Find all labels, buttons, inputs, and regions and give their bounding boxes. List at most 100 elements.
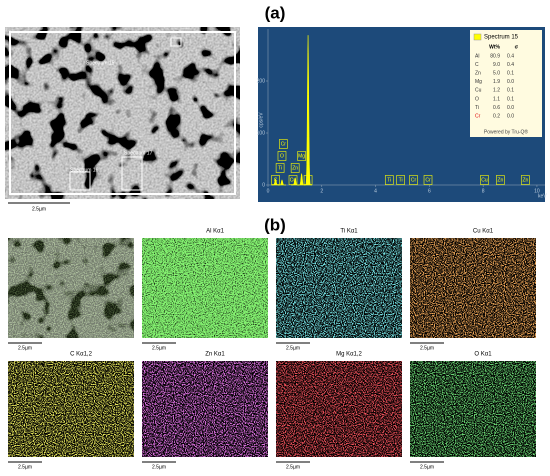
- spectrum-peak: [304, 35, 313, 186]
- element-box: [297, 151, 306, 161]
- sem-box: [69, 171, 91, 191]
- element-box: [409, 175, 418, 185]
- table-cell: 0.1: [507, 88, 514, 94]
- table-cell: 0.0: [507, 79, 514, 85]
- table-header: Wt%: [489, 44, 500, 50]
- map-label: Al Kα1: [206, 229, 224, 235]
- map-label: Mg Kα1,2: [336, 352, 362, 358]
- scale-label: 2.5µm: [286, 345, 300, 351]
- element-label: O: [280, 153, 284, 159]
- element-label: Ti: [387, 177, 391, 183]
- table-cell: 0.1: [507, 96, 514, 102]
- y-tick-label: 200: [257, 78, 266, 84]
- table-cell: 0.0: [507, 114, 514, 120]
- element-box: [275, 163, 285, 173]
- element-box: [288, 175, 298, 185]
- table-cell: C: [475, 62, 479, 68]
- element-box: [303, 175, 313, 185]
- scale-label: 2.5µm: [32, 206, 46, 212]
- table-cell: 1.1: [493, 96, 500, 102]
- element-label: Zn: [522, 177, 528, 183]
- panel-label: (a): [265, 3, 286, 22]
- element-box: [496, 175, 505, 185]
- element-map: [142, 361, 268, 457]
- element-box: [396, 175, 405, 185]
- table-cell: 1.2: [493, 88, 500, 94]
- map-label: Ti Kα1: [340, 229, 358, 235]
- map-overlay: [8, 238, 134, 338]
- x-tick-label: 8: [482, 188, 485, 194]
- scale-label: 2.5µm: [18, 464, 32, 470]
- table-cell: Mg: [475, 79, 482, 85]
- element-map: [276, 238, 402, 338]
- table-cell: 80.9: [490, 53, 500, 59]
- footer: Powered by Tru-Q®: [484, 128, 529, 135]
- element-label: Ti: [399, 177, 403, 183]
- spectrum-peak: [277, 179, 287, 186]
- table-cell: 1.9: [493, 79, 500, 85]
- sem-box: [170, 37, 182, 47]
- table-cell: 0.4: [507, 53, 514, 59]
- element-label: Ti: [278, 165, 282, 171]
- scale-label: 2.5µm: [152, 345, 166, 351]
- x-axis-label: keV: [538, 193, 547, 199]
- legend-label: Spectrum 15: [484, 35, 519, 41]
- sem-box: [121, 156, 143, 191]
- element-box: [423, 175, 433, 185]
- element-label: Cu: [481, 177, 488, 183]
- element-box: [384, 175, 394, 185]
- element-map: [276, 361, 402, 457]
- map-label: Zn Kα1: [205, 352, 225, 358]
- element-label: Cr: [411, 177, 417, 183]
- y-tick-label: 0: [262, 182, 265, 188]
- element-map: [142, 238, 268, 338]
- y-axis-label: cps/eV: [258, 112, 264, 128]
- element-map: [410, 238, 536, 338]
- map-label: C Kα1,2: [70, 352, 92, 358]
- table-cell: 0.0: [507, 105, 514, 111]
- table-cell: Ti: [475, 105, 479, 111]
- element-box: [279, 139, 288, 149]
- y-tick-label: 100: [257, 130, 266, 136]
- table-cell: 0.4: [507, 62, 514, 68]
- element-box: [271, 175, 280, 185]
- x-tick-label: 0: [267, 188, 270, 194]
- scale-label: 2.5µm: [420, 464, 434, 470]
- element-box: [277, 151, 287, 161]
- table-cell: 0.2: [493, 114, 500, 120]
- element-label: Mg: [298, 153, 305, 159]
- x-tick-label: 4: [374, 188, 377, 194]
- table-cell: Zn: [475, 71, 481, 77]
- element-box: [521, 175, 530, 185]
- legend-box: [470, 30, 542, 137]
- scale-label: 2.5µm: [152, 464, 166, 470]
- element-box: [480, 175, 489, 185]
- element-label: Zn: [292, 165, 298, 171]
- element-label: C: [274, 177, 278, 183]
- element-label: Al: [306, 177, 310, 183]
- table-cell: Cu: [475, 88, 482, 94]
- map-label: Cu Kα1: [473, 229, 494, 235]
- element-map: [8, 361, 134, 457]
- table-cell: 9.0: [493, 62, 500, 68]
- table-cell: 0.1: [507, 71, 514, 77]
- table-cell: O: [475, 96, 479, 102]
- sem-label: Spectrum 15: [86, 60, 115, 66]
- scale-label: 2.5µm: [286, 464, 300, 470]
- table-header: σ: [515, 44, 519, 50]
- table-cell: 5.0: [493, 71, 500, 77]
- element-label: Zn: [497, 177, 503, 183]
- legend-swatch: [473, 33, 482, 41]
- table-cell: Cr: [475, 114, 481, 120]
- element-label: Cr: [281, 141, 287, 147]
- scale-label: 2.5µm: [420, 345, 434, 351]
- x-tick-label: 10: [534, 188, 540, 194]
- element-label: Cu: [290, 177, 297, 183]
- table-cell: 0.6: [493, 105, 500, 111]
- x-tick-label: 2: [320, 188, 323, 194]
- sem-label: Spectrum 16: [70, 167, 99, 173]
- sem-frame: [9, 31, 236, 195]
- x-tick-label: 6: [428, 188, 431, 194]
